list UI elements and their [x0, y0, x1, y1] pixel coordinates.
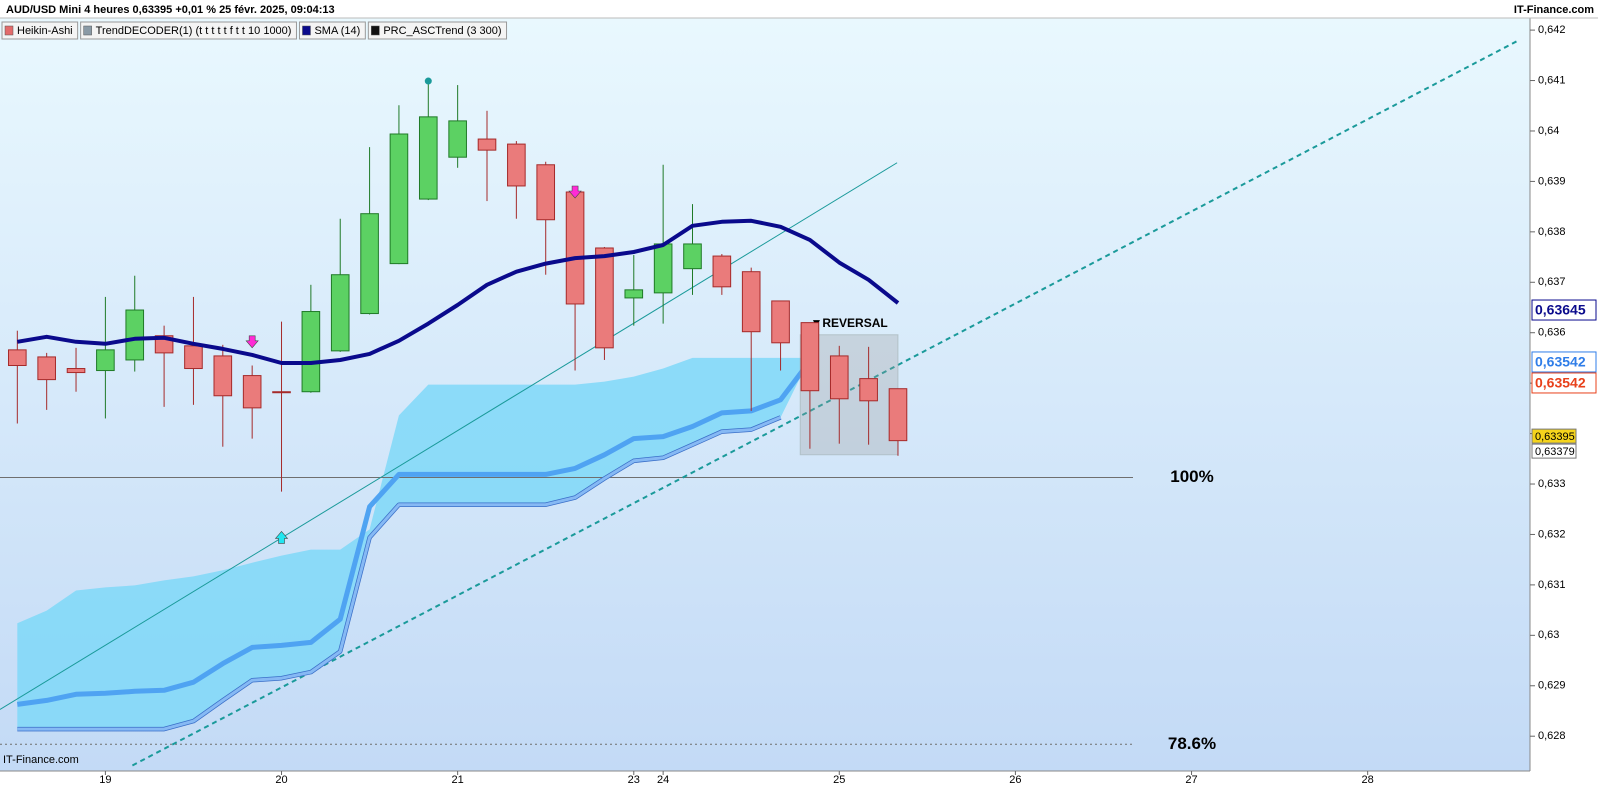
candle-body	[565, 191, 585, 305]
candle-body	[536, 164, 556, 221]
x-tick-label: 27	[1185, 774, 1197, 786]
fib-level-label: 100%	[1170, 467, 1213, 486]
x-tick-label: 21	[452, 774, 464, 786]
price-label: 0,63645	[1535, 302, 1586, 318]
fib-level-label: 78.6%	[1168, 734, 1216, 753]
reversal-label: ▼REVERSAL	[810, 316, 887, 330]
legend-swatch	[371, 25, 380, 36]
trendline	[0, 162, 898, 710]
y-tick-label: 0,638	[1538, 226, 1566, 238]
x-tick-label: 25	[833, 774, 845, 786]
y-tick-label: 0,641	[1538, 74, 1566, 86]
candle-body	[242, 375, 262, 409]
y-tick-label: 0,631	[1538, 579, 1566, 591]
legend-box	[367, 21, 508, 40]
candle-body	[653, 243, 673, 294]
y-tick-label: 0,639	[1538, 175, 1566, 187]
x-tick-label: 19	[99, 774, 111, 786]
candle-body	[888, 388, 908, 442]
candle-body	[595, 247, 614, 349]
y-tick-label: 0,628	[1538, 730, 1566, 742]
candle-body	[125, 309, 145, 361]
candle-body	[360, 213, 379, 315]
band-line	[16, 359, 812, 707]
price-label-box	[1531, 372, 1597, 394]
candle-body	[477, 138, 497, 151]
candle-body	[37, 356, 56, 381]
x-tick-label: 24	[657, 774, 669, 786]
price-label: 0,63379	[1535, 446, 1575, 458]
legend-box	[1, 21, 79, 40]
signal-dot	[424, 77, 432, 85]
x-tick-label: 26	[1009, 774, 1021, 786]
candle-body	[272, 391, 291, 394]
legend-box	[80, 21, 297, 40]
price-label-box	[1531, 428, 1577, 444]
y-tick-label: 0,629	[1538, 680, 1566, 692]
y-tick-label: 0,636	[1538, 327, 1566, 339]
sma-line	[16, 218, 900, 365]
price-label: 0,63542	[1535, 375, 1586, 391]
price-label-box	[1531, 351, 1597, 373]
candle-body	[741, 271, 761, 333]
price-label-box	[1531, 443, 1577, 459]
legend-label: SMA (14)	[314, 25, 360, 37]
legend-item: Heikin-Ashi	[1, 21, 79, 40]
price-label-box	[1531, 299, 1597, 321]
legend-item: TrendDECODER(1) (t t t t t f t t 10 1000…	[80, 21, 297, 40]
y-tick-label: 0,64	[1538, 125, 1559, 137]
candle-body	[66, 368, 86, 374]
x-tick-label: 28	[1362, 774, 1374, 786]
signal-arrow	[568, 185, 582, 199]
x-tick-label: 23	[628, 774, 640, 786]
candle-body	[301, 311, 321, 393]
legend-label: PRC_ASCTrend (3 300)	[383, 25, 501, 37]
candle-body	[96, 349, 115, 372]
candle-body	[418, 116, 438, 200]
candle-body	[800, 322, 820, 392]
legend-swatch	[4, 25, 14, 36]
legend-box	[298, 21, 366, 40]
legend-item: PRC_ASCTrend (3 300)	[367, 21, 508, 40]
candle-body	[507, 143, 526, 187]
candle-body	[448, 120, 467, 158]
y-tick-label: 0,642	[1538, 24, 1566, 36]
y-tick-label: 0,633	[1538, 478, 1566, 490]
legend-swatch	[302, 25, 311, 36]
legend-label: Heikin-Ashi	[17, 25, 73, 37]
price-label: 0,63542	[1535, 354, 1586, 370]
candle-body	[624, 289, 644, 299]
candle-body	[771, 300, 790, 344]
signal-arrow	[245, 335, 259, 349]
legend-item: SMA (14)	[298, 21, 366, 40]
candle-body	[683, 243, 702, 270]
y-tick-label: 0,632	[1538, 528, 1566, 540]
candle-body	[712, 255, 732, 288]
band-line	[17, 416, 782, 731]
x-tick-label: 20	[275, 774, 287, 786]
signal-arrow	[274, 531, 289, 544]
source: IT-Finance.com	[1514, 4, 1594, 16]
watermark: IT-Finance.com	[3, 754, 79, 766]
y-tick-label: 0,637	[1538, 276, 1566, 288]
candle-body	[184, 345, 203, 370]
candle-body	[330, 274, 350, 352]
legend-label: TrendDECODER(1) (t t t t t f t t 10 1000…	[96, 25, 292, 37]
candle-body	[859, 378, 878, 402]
candle-body	[8, 349, 27, 366]
price-label: 0,63395	[1535, 431, 1575, 443]
chart-title: AUD/USD Mini 4 heures 0,63395 +0,01 % 25…	[6, 4, 335, 16]
y-tick-label: 0,63	[1538, 629, 1559, 641]
candle-body	[389, 133, 409, 265]
candle-body	[829, 355, 849, 400]
candle-body	[213, 355, 233, 397]
legend-swatch	[83, 25, 92, 36]
